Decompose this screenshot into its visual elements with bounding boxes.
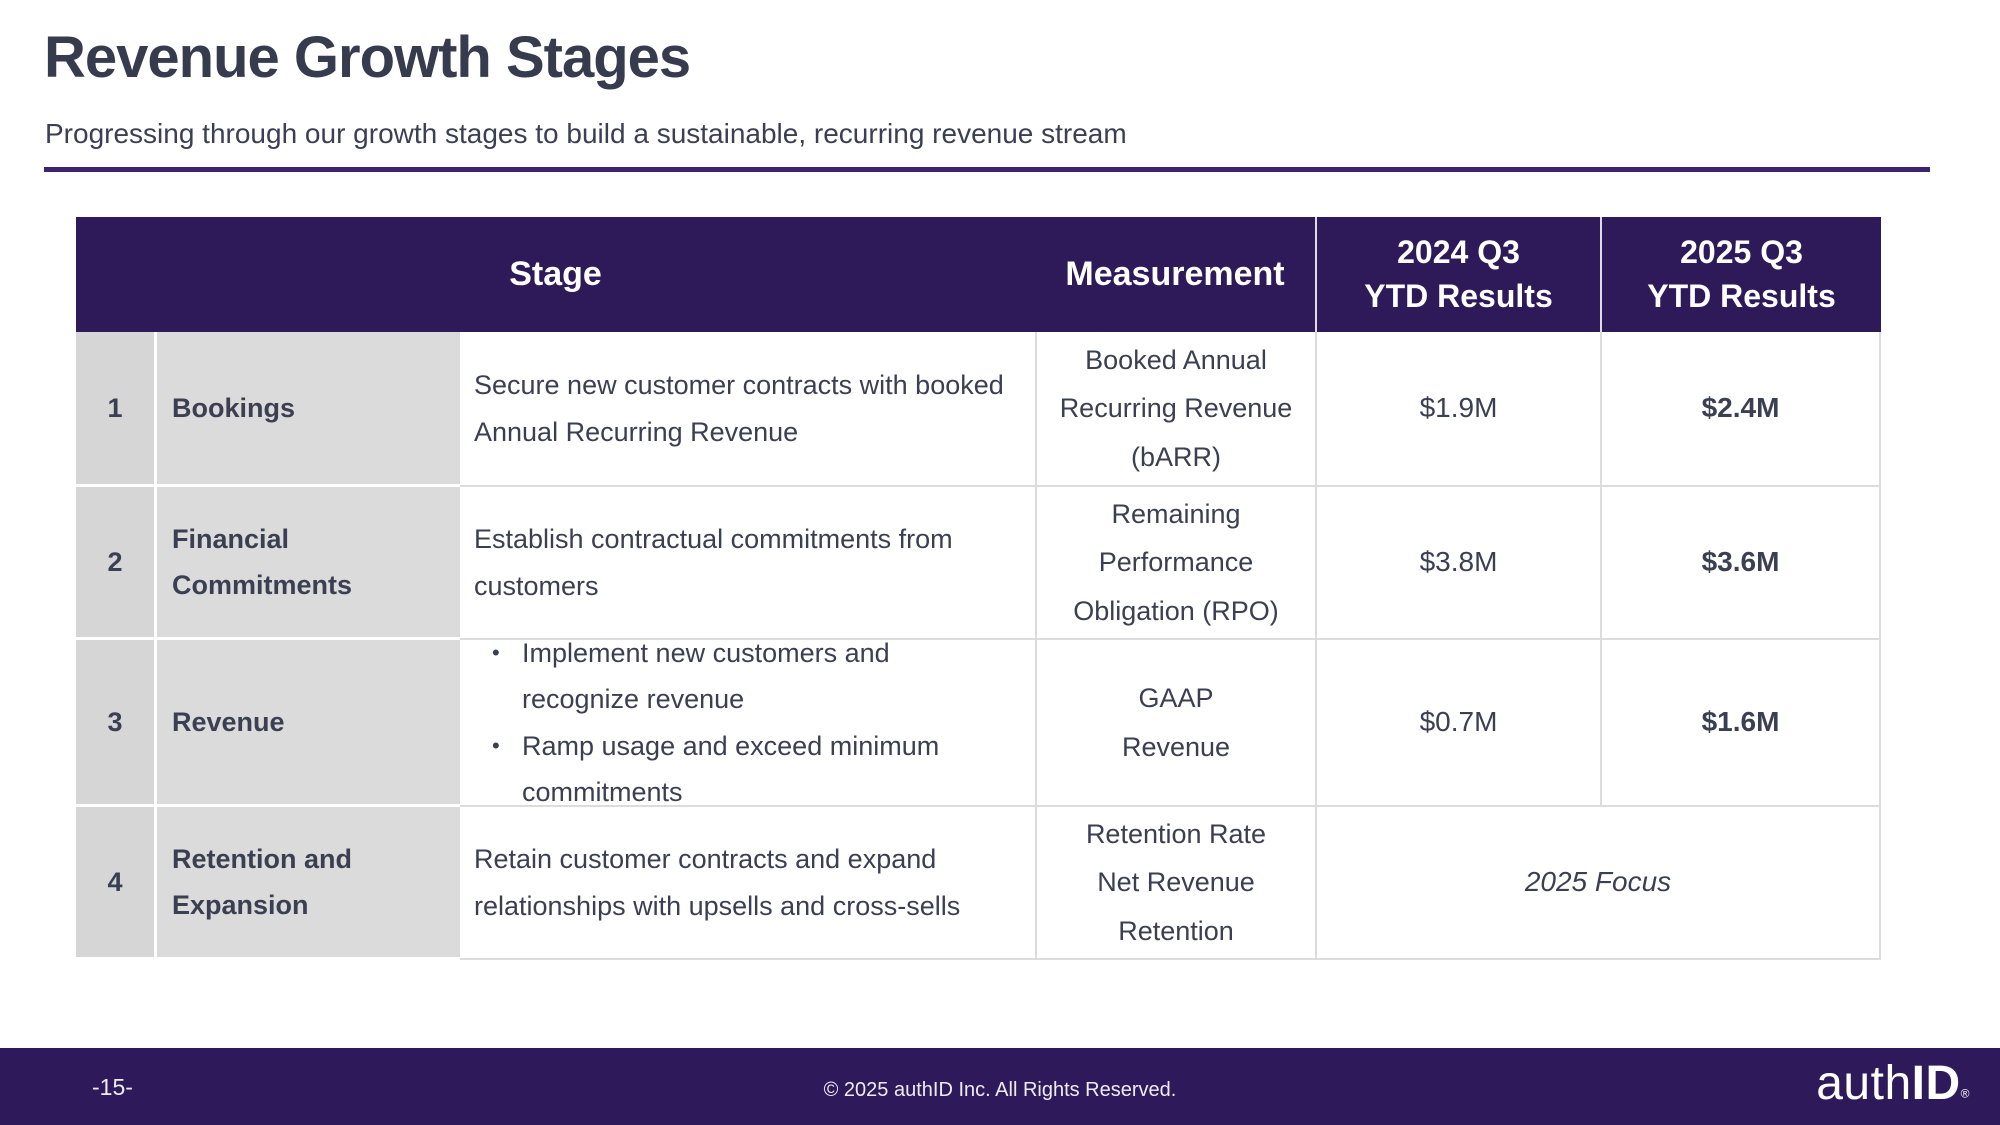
header-measurement: Measurement (1065, 255, 1285, 293)
table-row: 4 Retention and Expansion Retain custome… (76, 807, 1881, 960)
result-2024-cell: $0.7M (1315, 640, 1600, 807)
table-body: 1 Bookings Secure new customer contracts… (76, 332, 1881, 960)
title-divider-line (44, 167, 1930, 172)
result-2025-cell: $1.6M (1600, 640, 1881, 807)
measurement-cell: GAAP Revenue (1035, 640, 1315, 807)
table-row: 2 Financial Commitments Establish contra… (76, 487, 1881, 640)
header-stage: Stage (509, 255, 602, 293)
stage-description: • Implement new customers and recognize r… (460, 638, 1035, 807)
slide-title: Revenue Growth Stages (44, 25, 691, 90)
stage-number: 2 (76, 487, 157, 640)
measurement-line: Retention Rate (1085, 819, 1267, 850)
result-2024-cell: $1.9M (1315, 332, 1600, 487)
measurement-line: Recurring Revenue (1059, 393, 1293, 424)
header-2025-line1: 2025 Q3 (1680, 234, 1803, 271)
measurement-line: Net Revenue (1097, 867, 1255, 898)
slide-subtitle: Progressing through our growth stages to… (45, 118, 1127, 149)
stage-number: 3 (76, 640, 157, 807)
measurement-line: Remaining (1111, 499, 1241, 530)
bullet-text: Ramp usage and exceed minimum commitment… (522, 730, 940, 807)
bullet-icon: • (492, 639, 500, 665)
merged-focus-cell: 2025 Focus (1315, 807, 1881, 960)
measurement-line: Retention (1118, 915, 1234, 946)
measurement-line: Obligation (RPO) (1073, 595, 1279, 626)
measurement-line: Revenue (1121, 731, 1231, 762)
stage-name: Retention and Expansion (157, 807, 460, 960)
bullet-item: • Implement new customers and recognize r… (474, 630, 1013, 723)
bullet-item: • Ramp usage and exceed minimum commitmen… (474, 723, 1013, 816)
result-2025-cell: $3.6M (1600, 487, 1881, 640)
measurement-line: Booked Annual (1085, 345, 1267, 376)
table-row: 3 Revenue • Implement new customers and r… (76, 638, 1881, 807)
logo-auth-text: auth (1816, 1057, 1912, 1110)
header-2025-results: 2025 Q3 YTD Results (1600, 217, 1881, 332)
header-2025-line2: YTD Results (1647, 277, 1836, 314)
header-2024-results: 2024 Q3 YTD Results (1315, 217, 1600, 332)
page-number: -15- (92, 1074, 133, 1100)
table-header-row: Stage Measurement 2024 Q3 YTD Results 20… (76, 217, 1881, 332)
header-2024-line2: YTD Results (1364, 277, 1553, 314)
measurement-cell: Booked Annual Recurring Revenue (bARR) (1035, 332, 1315, 487)
stage-name: Financial Commitments (157, 487, 460, 640)
bullet-text: Implement new customers and recognize re… (522, 637, 890, 715)
measurement-cell: Retention Rate Net Revenue Retention (1035, 807, 1315, 960)
footer-bar: -15- © 2025 authID Inc. All Rights Reser… (0, 1048, 2000, 1125)
stage-name: Bookings (157, 332, 460, 487)
stage-name: Revenue (157, 640, 460, 807)
stage-description: Retain customer contracts and expand rel… (460, 807, 1035, 960)
growth-stages-table: Stage Measurement 2024 Q3 YTD Results 20… (76, 217, 1881, 960)
measurement-line: Performance (1098, 547, 1254, 578)
measurement-line: (bARR) (1130, 441, 1221, 472)
header-2024-line1: 2024 Q3 (1397, 234, 1520, 271)
stage-description: Secure new customer contracts with booke… (460, 332, 1035, 487)
registered-mark-icon: ® (1960, 1086, 1970, 1101)
measurement-line: GAAP (1138, 683, 1214, 714)
table-row: 1 Bookings Secure new customer contracts… (76, 332, 1881, 487)
result-2024-cell: $3.8M (1315, 487, 1600, 640)
result-2025-cell: $2.4M (1600, 332, 1881, 487)
authid-logo: authID® (1816, 1056, 1970, 1111)
stage-description: Establish contractual commitments from c… (460, 487, 1035, 640)
bullet-icon: • (492, 732, 500, 758)
copyright-text: © 2025 authID Inc. All Rights Reserved. (823, 1079, 1177, 1101)
stage-number: 4 (76, 807, 157, 960)
stage-number: 1 (76, 332, 157, 487)
logo-id-text: ID (1911, 1057, 1961, 1110)
measurement-cell: Remaining Performance Obligation (RPO) (1035, 487, 1315, 640)
